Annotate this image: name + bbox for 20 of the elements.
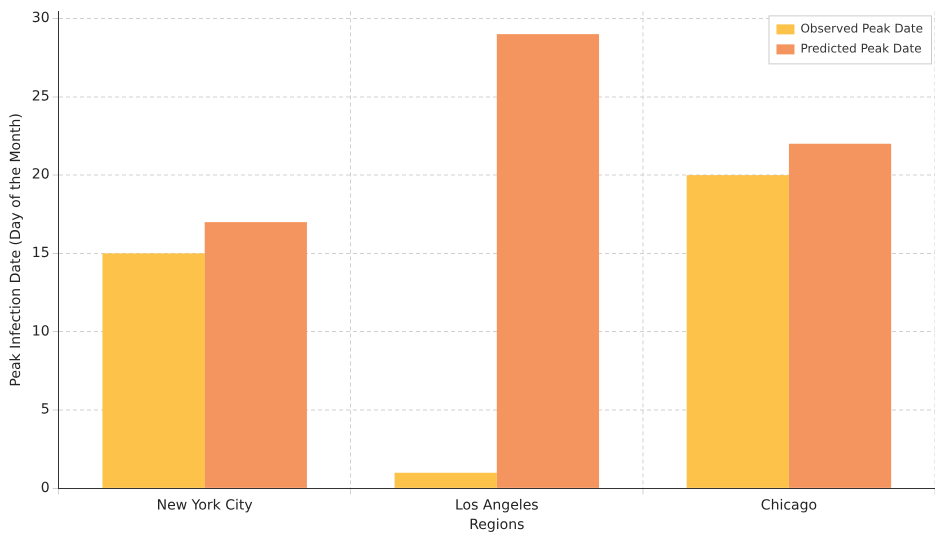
y-tick-label: 0 bbox=[40, 480, 50, 496]
legend-label: Predicted Peak Date bbox=[800, 42, 922, 56]
y-tick-label: 15 bbox=[32, 245, 50, 262]
x-axis-title: Regions bbox=[469, 517, 524, 534]
y-axis-title: Peak Infection Date (Day of the Month) bbox=[8, 113, 24, 387]
bar bbox=[204, 222, 307, 488]
y-tick-label: 10 bbox=[32, 323, 50, 340]
y-tick-label: 25 bbox=[32, 88, 50, 104]
bar bbox=[496, 34, 600, 488]
bar bbox=[686, 175, 789, 488]
y-tick-label: 20 bbox=[32, 166, 50, 183]
bar bbox=[394, 472, 497, 488]
bar bbox=[788, 144, 892, 488]
bar bbox=[102, 253, 205, 488]
x-tick-label: New York City bbox=[156, 497, 253, 514]
legend-label: Observed Peak Date bbox=[800, 22, 924, 36]
y-tick-label: 30 bbox=[32, 10, 50, 26]
y-tick-label: 5 bbox=[40, 402, 50, 418]
x-tick-label: Chicago bbox=[760, 497, 818, 514]
x-tick-label: Los Angeles bbox=[454, 497, 539, 514]
